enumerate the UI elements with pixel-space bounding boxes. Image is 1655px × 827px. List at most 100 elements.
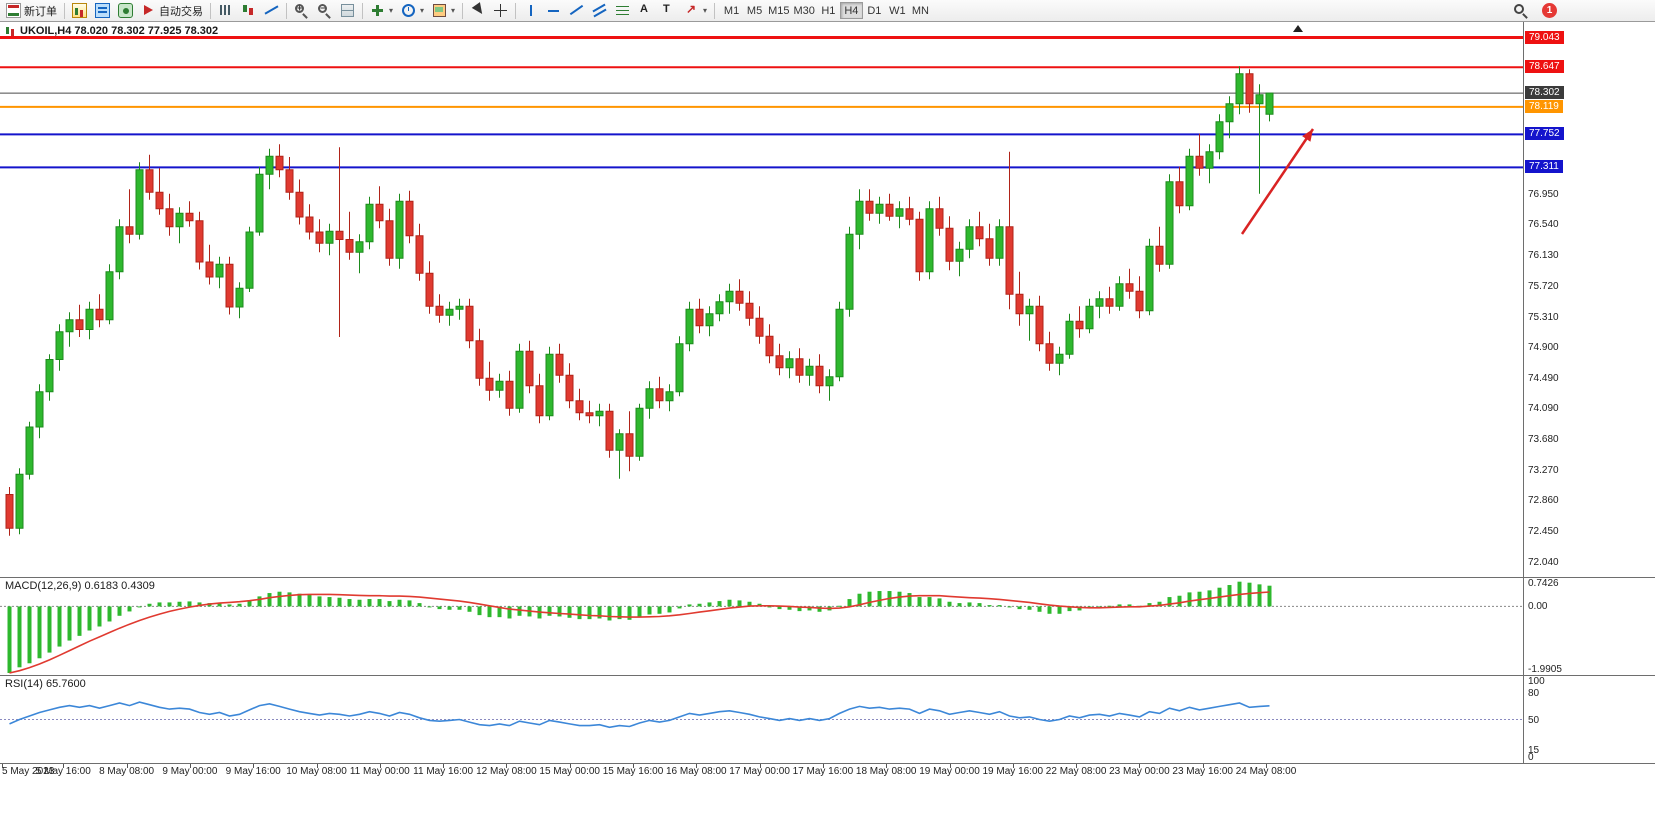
price-tick-label: 75.310 [1528,311,1559,323]
price-axis[interactable]: 76.950 76.540 76.130 75.720 75.310 74.900 74.4… [1523,22,1655,577]
toolbar-separator [64,2,65,19]
timeframe-M15[interactable]: M15 [766,2,791,19]
price-tick-label: 73.680 [1528,433,1559,445]
autotrade-icon [141,3,156,18]
macd-tick-label: 0.7426 [1528,578,1559,589]
toolbar-button-fibonacci[interactable] [611,1,634,21]
chart-title: UKOIL,H4 78.020 78.302 77.925 78.302 [5,25,218,37]
toolbar-button-new-order[interactable]: 新订单 [2,1,61,21]
time-axis-label: 8 May 08:00 [99,766,155,777]
rsi-panel[interactable]: RSI(14) 65.7600 [0,676,1523,763]
indicator-icon [370,3,385,18]
time-tick [1266,764,1267,768]
timeframe-H4[interactable]: H4 [839,2,863,19]
time-axis-label: 5 May 16:00 [35,766,91,777]
toolbar-button-text-label[interactable]: T [657,1,680,21]
toolbar-button-horizontal-line[interactable] [542,1,565,21]
time-tick [569,764,571,768]
time-tick [506,764,508,768]
rsi-tick-label: 15 [1528,744,1540,756]
rsi-line [9,701,1270,729]
search-button[interactable] [1509,1,1532,21]
time-tick [379,764,381,768]
toolbar-button-zoom-out[interactable]: − [313,1,336,21]
toolbar-button-zoom-in[interactable]: + [290,1,313,21]
time-tick [1076,764,1078,768]
level-price-badge: 78.647 [1525,60,1564,74]
toolbar-separator [714,2,716,19]
new-order-icon [6,3,21,18]
toolbar-button-indicators[interactable]: ▾ [366,1,397,21]
notification-badge[interactable]: 1 [1542,3,1557,18]
time-axis-label: 12 May 08:00 [476,766,537,777]
toolbar-button-candle-chart-mode[interactable] [237,1,260,21]
toolbar-button-new-chart[interactable] [68,1,91,21]
zoom-in-icon: + [294,3,309,18]
time-tick [63,764,65,768]
timeframe-M1[interactable]: M1 [720,2,743,19]
level-price-badge: 78.119 [1525,99,1563,113]
toolbar-separator [362,2,363,19]
time-axis-label: 24 May 08:00 [1235,766,1297,777]
time-axis-label: 10 May 08:00 [286,766,347,777]
toolbar-button-periods[interactable]: ▾ [397,1,428,21]
chevron-down-icon: ▾ [703,6,708,15]
price-tick-label: 73.270 [1528,464,1559,476]
cursor-icon [470,3,485,18]
time-axis-label: 17 May 16:00 [792,766,854,777]
toolbar-button-vertical-line[interactable] [519,1,542,21]
macd-label: MACD(12,26,9) 0.6183 0.4309 [5,580,155,592]
time-axis-label: 15 May 16:00 [602,766,664,777]
candles-icon [241,3,256,18]
timeframe-MN[interactable]: MN [909,2,932,19]
toolbar-button-text[interactable]: A [634,1,657,21]
macd-tick-label: 0.00 [1528,601,1548,613]
toolbar-button-auto-trading[interactable]: 自动交易 [137,1,207,21]
main-chart[interactable]: UKOIL,H4 78.020 78.302 77.925 78.302 [0,22,1523,577]
toolbar-button-cursor[interactable] [466,1,489,21]
time-axis-label: 5 May 2023 [2,766,55,777]
timeframe-H1[interactable]: H1 [817,2,840,19]
toolbar-separator [515,2,517,19]
toolbar-button-arrows[interactable]: ↗ ▾ [680,1,711,21]
chevron-down-icon: ▾ [420,6,425,15]
price-tick-label: 76.540 [1528,219,1559,231]
timeframe-M30[interactable]: M30 [791,2,816,19]
chart-symbol-icon [5,26,16,37]
toolbar-button-profiles[interactable] [91,1,114,21]
rsi-tick-label: 100 [1528,676,1545,687]
time-axis-label: 9 May 00:00 [162,766,218,777]
template-icon [432,3,447,18]
time-axis-label: 15 May 00:00 [539,766,600,777]
time-axis-label: 9 May 16:00 [225,766,281,777]
macd-axis[interactable]: 0.7426 0.00 -1.9905 [1523,578,1655,675]
time-tick [886,764,888,768]
trend-arrow-annotation[interactable] [1240,128,1315,235]
time-tick [1012,764,1014,768]
toolbar-button-templates[interactable]: ▾ [428,1,459,21]
time-axis-label: 11 May 16:00 [413,766,474,777]
timeframe-W1[interactable]: W1 [886,2,909,19]
time-tick [949,764,951,768]
hline-icon [546,3,561,18]
time-axis-label: 19 May 16:00 [982,766,1044,777]
chart-shift-marker[interactable] [1293,25,1303,32]
toolbar-button-crosshair[interactable] [489,1,512,21]
toolbar-button-line-chart-mode[interactable] [260,1,283,21]
time-axis-label: 17 May 00:00 [729,766,790,777]
macd-panel[interactable]: MACD(12,26,9) 0.6183 0.4309 [0,578,1523,675]
price-tick-label: 76.130 [1528,250,1559,261]
timeframe-D1[interactable]: D1 [863,2,886,19]
timeframe-M5[interactable]: M5 [743,2,766,19]
time-axis[interactable]: 5 May 2023 5 May 16:00 8 May 08:00 9 May 00… [0,763,1655,779]
price-tick-label: 74.900 [1528,342,1559,354]
toolbar-button-equidistant-channel[interactable] [588,1,611,21]
toolbar-button-tile-windows[interactable] [336,1,359,21]
time-axis-label: 11 May 00:00 [349,766,410,777]
time-tick [126,764,128,768]
rsi-axis[interactable]: 100 80 50 15 0 [1523,676,1655,763]
toolbar-button-trendline[interactable] [565,1,588,21]
toolbar-button-bar-chart-mode[interactable] [214,1,237,21]
toolbar-button-sounds[interactable] [114,1,137,21]
